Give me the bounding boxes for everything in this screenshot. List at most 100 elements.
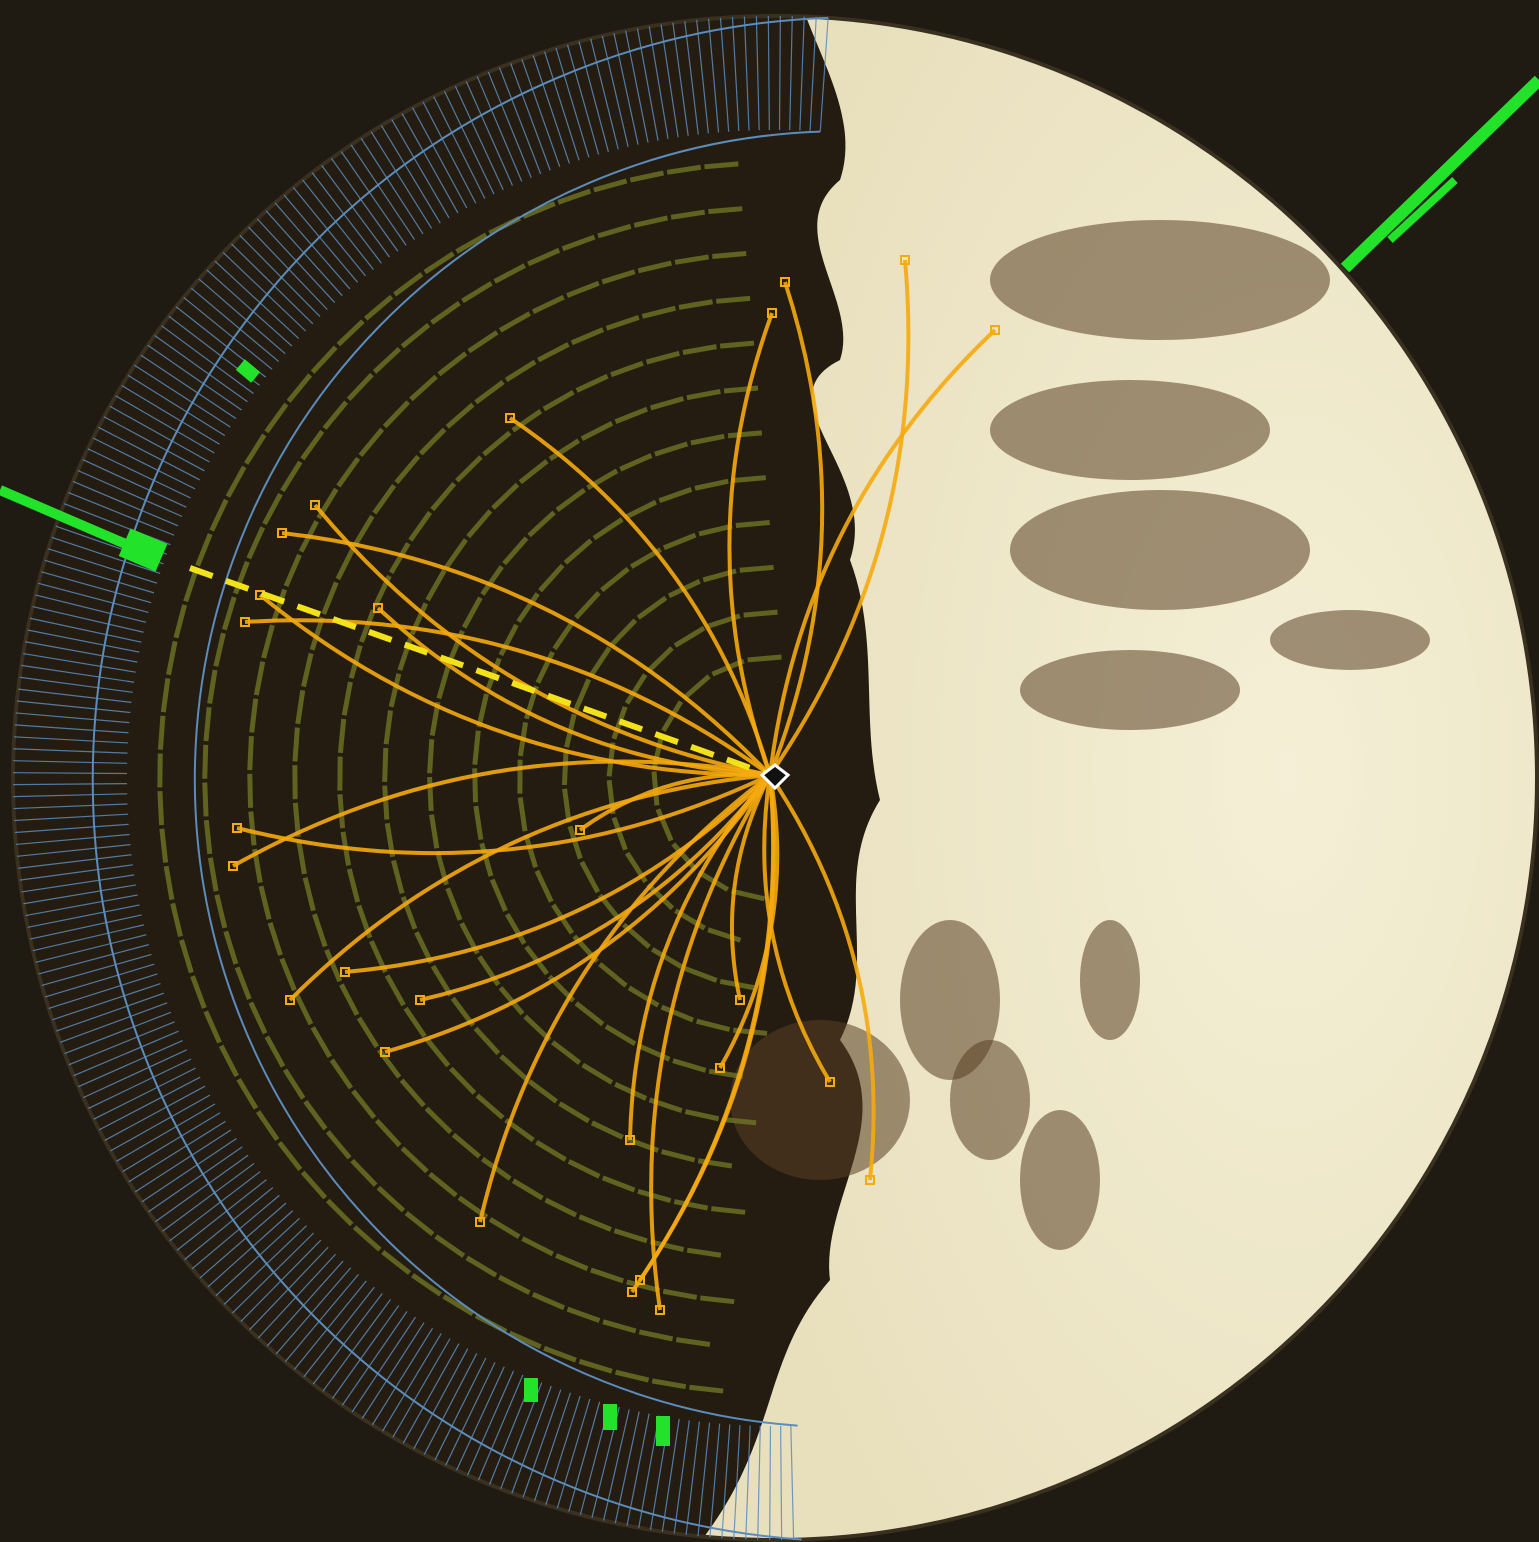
- field-dash: [203, 1010, 222, 1044]
- field-dash: [601, 1175, 636, 1193]
- ring-hatch: [283, 194, 359, 283]
- ring-hatch: [312, 1293, 383, 1385]
- ring-hatch: [15, 833, 130, 846]
- ring-hatch: [176, 1179, 267, 1251]
- field-dash: [341, 681, 353, 716]
- ring-hatch: [721, 1424, 731, 1539]
- field-dash: [388, 673, 402, 708]
- ring-hatch: [87, 448, 191, 499]
- field-dash: [225, 465, 247, 498]
- ring-hatch: [239, 235, 321, 318]
- field-dash: [346, 868, 361, 903]
- field-dash: [445, 402, 475, 429]
- direction-line: [188, 565, 772, 778]
- field-dash: [427, 739, 435, 774]
- field-dash: [383, 710, 393, 745]
- crater: [990, 380, 1270, 480]
- ring-hatch: [122, 1112, 221, 1173]
- ring-hatch: [183, 296, 273, 370]
- ring-hatch: [422, 101, 477, 204]
- ring-hatch: [685, 1421, 700, 1535]
- field-dash: [605, 315, 640, 331]
- field-dash: [649, 396, 685, 411]
- ring-hatch: [16, 700, 131, 714]
- field-dash: [352, 1225, 382, 1252]
- field-dash: [686, 1247, 722, 1258]
- ring-hatch: [445, 1362, 496, 1466]
- ring-hatch: [52, 983, 161, 1021]
- ring-hatch: [661, 1418, 680, 1532]
- ring-hatch: [498, 67, 542, 175]
- flow-arc: [649, 773, 772, 1311]
- ring-hatch: [521, 59, 561, 167]
- field-dash: [624, 673, 648, 705]
- field-dash: [244, 433, 267, 465]
- ring-hatch: [215, 1217, 300, 1297]
- field-dash: [671, 842, 698, 872]
- field-dash: [424, 1106, 453, 1135]
- field-dash: [350, 1158, 378, 1187]
- field-dash: [203, 706, 212, 742]
- ring-hatch: [82, 459, 187, 508]
- ring-hatch: [14, 823, 129, 834]
- field-dash: [562, 788, 572, 823]
- ring-hatch: [555, 47, 590, 158]
- ring-hatch: [21, 874, 135, 893]
- field-dash: [505, 912, 527, 945]
- ring-hatch: [110, 1094, 211, 1152]
- field-dash: [663, 532, 697, 551]
- field-dash: [248, 1001, 268, 1035]
- field-dash: [683, 966, 718, 983]
- ring-hatch: [672, 22, 689, 136]
- field-dash: [581, 1062, 614, 1085]
- ring-hatch: [456, 1366, 505, 1471]
- crater: [1080, 920, 1140, 1040]
- ring-hatch: [16, 844, 131, 857]
- field-dash: [633, 215, 668, 228]
- field-dash: [600, 566, 630, 593]
- field-dash: [646, 882, 675, 911]
- field-dash: [609, 618, 638, 647]
- flow-arcs: [228, 255, 1000, 1315]
- field-dash: [597, 223, 632, 239]
- field-dash: [213, 632, 226, 667]
- field-dash: [336, 319, 365, 347]
- ring-hatch: [13, 803, 128, 810]
- crater: [950, 1040, 1030, 1160]
- field-dash: [411, 1273, 442, 1297]
- ring-hatch: [27, 904, 140, 928]
- field-dash: [747, 654, 782, 663]
- ring-hatch: [116, 1103, 216, 1162]
- ring-hatch: [18, 854, 132, 869]
- ring-hatch: [743, 16, 750, 131]
- field-dash: [674, 254, 710, 265]
- field-dash: [337, 794, 346, 829]
- field-dash: [234, 966, 252, 1001]
- field-dash: [537, 342, 570, 363]
- arc-endpoint: [635, 1275, 645, 1285]
- field-dash: [221, 596, 237, 631]
- field-dash: [498, 311, 532, 333]
- field-dash: [498, 1274, 531, 1295]
- ring-hatch: [134, 1129, 232, 1193]
- ring-hatch: [104, 1085, 206, 1141]
- lit-side: [700, 16, 1537, 1540]
- ring-hatch: [601, 35, 629, 147]
- ring-hatch: [127, 374, 226, 437]
- field-dash: [246, 526, 266, 560]
- field-dash: [279, 957, 297, 992]
- ring-hatch: [98, 426, 200, 481]
- field-dash: [739, 564, 774, 573]
- field-dash: [627, 985, 660, 1008]
- ring-hatch: [433, 96, 486, 199]
- ring-hatch: [466, 1370, 515, 1476]
- field-dash: [711, 1206, 746, 1215]
- ring-hatch: [51, 536, 161, 575]
- hub: [759, 763, 791, 791]
- field-dash: [183, 568, 199, 603]
- ring-hatch: [755, 16, 760, 131]
- ring-hatch: [19, 864, 133, 881]
- field-dash: [649, 1239, 685, 1252]
- field-dash: [708, 206, 743, 215]
- ring-hatch: [44, 559, 155, 594]
